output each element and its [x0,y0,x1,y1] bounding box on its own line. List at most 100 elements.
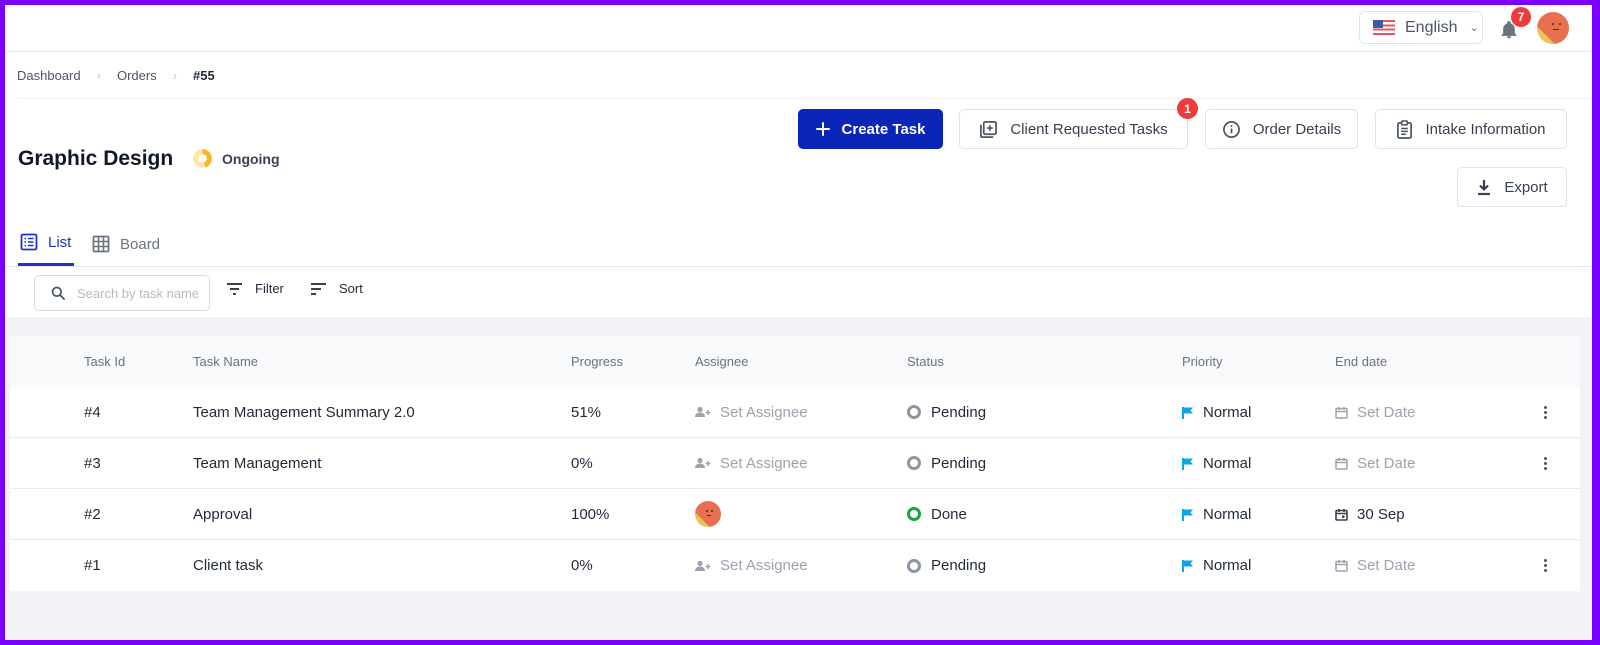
create-task-label: Create Task [841,120,926,138]
assignee-label: Set Assignee [720,557,808,574]
status-label: Ongoing [222,150,280,167]
more-options-icon[interactable] [1540,555,1551,576]
client-requested-tasks-label: Client Requested Tasks [1010,120,1168,138]
filter-label: Filter [255,281,284,296]
breadcrumb-orders[interactable]: Orders [116,68,157,83]
task-progress: 51% [571,403,602,421]
add-to-queue-icon [980,120,998,138]
task-name[interactable]: Team Management [193,454,322,472]
status-cell[interactable]: Pending [907,438,986,488]
set-date-button[interactable]: Set Date [1335,438,1415,488]
column-header-end-date[interactable]: End date [1335,354,1388,369]
info-icon [1222,120,1240,138]
chevron-right-icon: › [96,68,101,83]
language-select[interactable]: English ⌄ [1359,11,1483,44]
priority-label: Normal [1203,403,1252,421]
task-id: #4 [84,403,101,421]
calendar-icon [1335,406,1348,419]
set-date-button[interactable]: Set Date [1335,387,1415,437]
bell-icon[interactable] [1499,19,1519,41]
priority-label: Normal [1203,454,1252,472]
more-options-icon[interactable] [1540,453,1551,474]
end-date-label: Set Date [1357,454,1416,472]
flag-icon [1182,406,1193,419]
flag-icon [1182,508,1193,521]
task-name[interactable]: Team Management Summary 2.0 [193,403,415,421]
priority-cell[interactable]: Normal [1182,387,1251,437]
column-header-status[interactable]: Status [907,354,944,369]
user-avatar[interactable] [1537,12,1569,44]
grid-view-icon [92,235,110,253]
assignee-label: Set Assignee [720,403,808,421]
status-label: Done [931,505,967,523]
tab-board-label: Board [120,235,161,253]
order-details-button[interactable]: Order Details [1205,109,1358,149]
priority-label: Normal [1203,505,1252,523]
column-header-assignee[interactable]: Assignee [695,354,749,369]
end-date-cell[interactable]: 30 Sep [1335,489,1405,539]
status-label: Pending [931,454,987,472]
table-row[interactable]: #3 Team Management 0% Set Assignee Pendi… [10,438,1580,489]
task-id: #1 [84,557,101,574]
column-header-task-name[interactable]: Task Name [193,354,259,369]
client-requested-tasks-button[interactable]: Client Requested Tasks [959,109,1188,149]
assignee-avatar[interactable] [695,501,721,527]
progress-ring-icon [193,149,212,168]
search-field[interactable] [34,275,210,311]
breadcrumb-dashboard[interactable]: Dashboard [17,68,81,83]
page-title: Graphic Design [18,147,174,170]
task-name[interactable]: Client task [193,557,264,574]
breadcrumb-current: #55 [193,68,215,83]
column-header-progress[interactable]: Progress [571,354,624,369]
task-name[interactable]: Approval [193,505,253,523]
table-row[interactable]: #1 Client task 0% Set Assignee Pending N… [10,540,1580,591]
assignee-label: Set Assignee [720,454,808,472]
export-button[interactable]: Export [1457,167,1567,207]
sort-button[interactable]: Sort [310,281,363,296]
tab-board[interactable]: Board [92,221,160,267]
tab-list[interactable]: List [18,221,74,266]
pending-status-icon [907,405,921,419]
search-input[interactable] [77,285,207,301]
more-options-icon[interactable] [1540,402,1551,423]
search-icon [51,286,65,300]
filter-button[interactable]: Filter [226,281,284,296]
add-user-icon [695,457,711,468]
app-window: English ⌄ 7 Dashboard › Orders › #55 Gra… [5,5,1592,640]
chevron-down-icon: ⌄ [1469,22,1479,34]
export-label: Export [1504,178,1548,196]
intake-information-button[interactable]: Intake Information [1375,109,1567,149]
order-details-label: Order Details [1252,120,1342,138]
tasks-table: Task Id Task Name Progress Assignee Stat… [10,336,1580,591]
status-cell[interactable]: Done [907,489,967,539]
table-row[interactable]: #2 Approval 100% Done Normal 30 Sep [10,489,1580,540]
priority-label: Normal [1203,557,1252,574]
status-label: Pending [931,403,987,421]
set-assignee-button[interactable]: Set Assignee [695,387,808,437]
end-date-label: Set Date [1357,403,1416,421]
column-header-priority[interactable]: Priority [1182,354,1223,369]
set-date-button[interactable]: Set Date [1335,540,1415,591]
assignee-cell[interactable] [695,489,721,539]
table-row[interactable]: #4 Team Management Summary 2.0 51% Set A… [10,387,1580,438]
status-cell[interactable]: Pending [907,540,986,591]
column-header-task-id[interactable]: Task Id [84,354,126,369]
calendar-icon [1335,508,1348,521]
status-badge: Ongoing [193,149,280,168]
filter-icon [227,282,242,295]
priority-cell[interactable]: Normal [1182,489,1251,539]
top-bar: English ⌄ 7 [5,5,1592,52]
sort-label: Sort [339,281,363,296]
create-task-button[interactable]: Create Task [798,109,943,149]
plus-icon [815,122,830,136]
client-requested-count-badge: 1 [1177,98,1198,119]
priority-cell[interactable]: Normal [1182,438,1251,488]
add-user-icon [695,560,711,571]
pending-status-icon [907,558,921,573]
set-assignee-button[interactable]: Set Assignee [695,438,808,488]
us-flag-icon [1373,20,1395,35]
priority-cell[interactable]: Normal [1182,540,1251,591]
end-date-label: Set Date [1357,557,1416,574]
set-assignee-button[interactable]: Set Assignee [695,540,808,591]
status-cell[interactable]: Pending [907,387,986,437]
